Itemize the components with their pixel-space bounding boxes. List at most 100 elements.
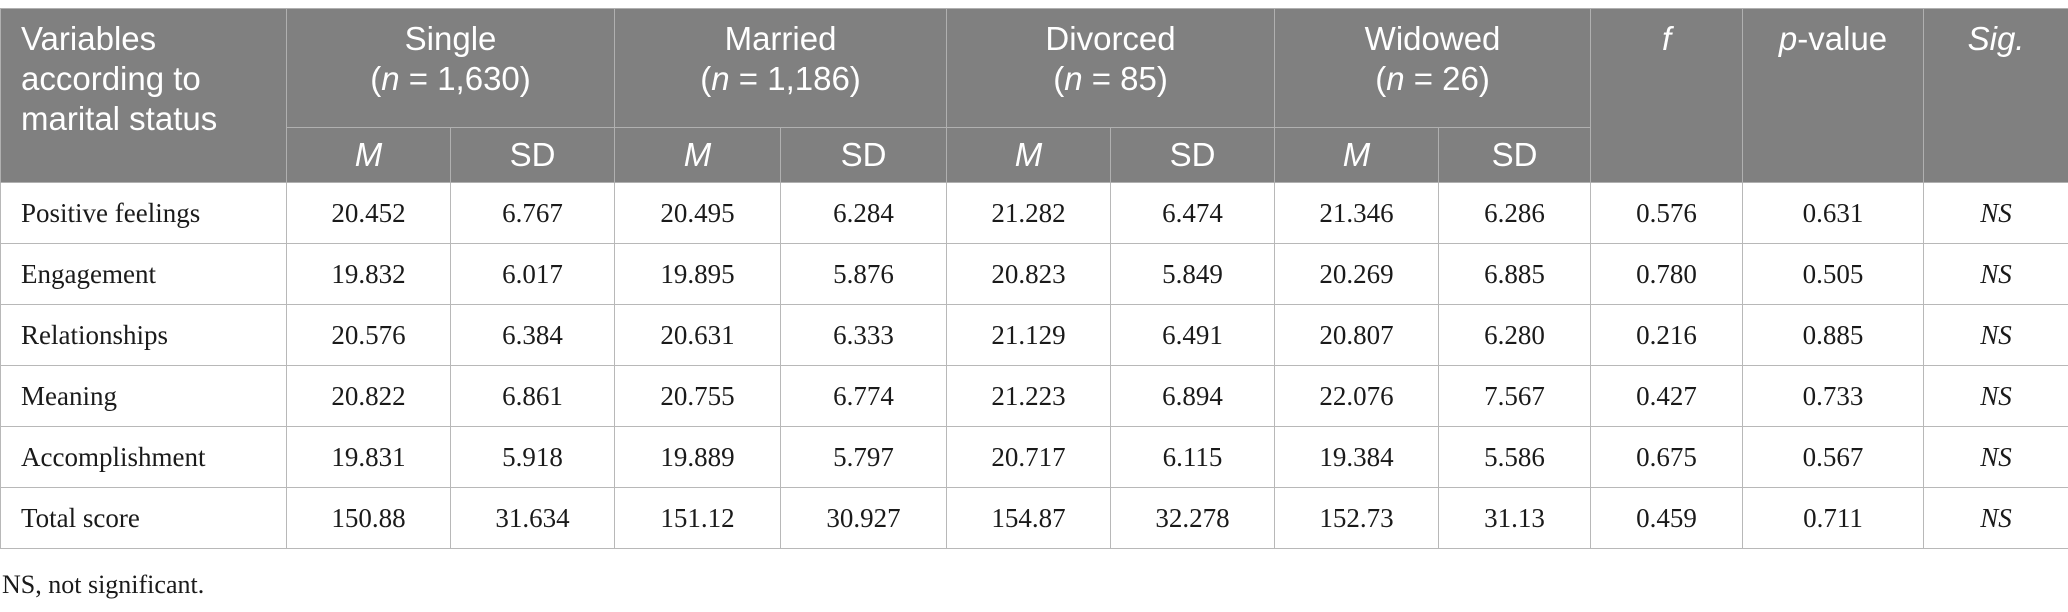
table-row: Accomplishment 19.831 5.918 19.889 5.797 20.7… (0, 426, 2068, 488)
group-name: Widowed (1364, 20, 1501, 57)
mean-header: M (946, 127, 1112, 183)
table-cell: 30.927 (780, 487, 948, 549)
table-cell: 21.129 (946, 304, 1112, 366)
p-value-header: p-value (1742, 8, 1925, 183)
table-cell: 0.631 (1742, 182, 1925, 244)
group-header-single: Single (n = 1,630) (285, 8, 616, 128)
group-n-value: = 26) (1404, 60, 1490, 97)
table-cell: 21.223 (946, 365, 1112, 427)
group-n-prefix: ( (700, 60, 712, 97)
mean-header: M (614, 127, 782, 183)
table-cell: 22.076 (1274, 365, 1440, 427)
table-cell: 6.861 (449, 365, 616, 427)
variables-header-line: marital status (21, 100, 218, 137)
group-n-value: = 1,630) (399, 60, 531, 97)
table-cell: 6.767 (449, 182, 616, 244)
table-cell: 20.807 (1274, 304, 1440, 366)
variables-header-line: Variables (21, 20, 157, 57)
table-cell: 20.822 (286, 365, 451, 427)
sig-header: Sig. (1923, 8, 2068, 183)
table-cell: 151.12 (614, 487, 782, 549)
table-cell: 6.384 (449, 304, 616, 366)
table-row: Total score 150.88 31.634 151.12 30.927 154.8… (0, 487, 2068, 549)
table-cell: 150.88 (286, 487, 451, 549)
group-name: Married (724, 20, 837, 57)
table-cell: 6.286 (1438, 182, 1592, 244)
sig-cell: NS (1923, 426, 2068, 488)
table-cell: 6.491 (1110, 304, 1276, 366)
row-label: Positive feelings (0, 182, 287, 244)
group-header-widowed: Widowed (n = 26) (1274, 8, 1592, 128)
table-cell: 6.017 (449, 243, 616, 305)
table-cell: 0.567 (1742, 426, 1925, 488)
table-cell: 6.333 (780, 304, 948, 366)
table-cell: 20.631 (614, 304, 782, 366)
row-label: Total score (0, 487, 287, 549)
table-cell: 5.849 (1110, 243, 1276, 305)
table-cell: 21.346 (1274, 182, 1440, 244)
table-cell: 31.634 (449, 487, 616, 549)
table-row: Relationships 20.576 6.384 20.631 6.333 21.12… (0, 304, 2068, 366)
group-n-prefix: ( (1053, 60, 1065, 97)
group-header-divorced: Divorced (n = 85) (946, 8, 1276, 128)
table-cell: 0.427 (1590, 365, 1744, 427)
table-cell: 6.774 (780, 365, 948, 427)
group-n-prefix: ( (1375, 60, 1387, 97)
table-cell: 20.495 (614, 182, 782, 244)
table-cell: 31.13 (1438, 487, 1592, 549)
table-cell: 19.889 (614, 426, 782, 488)
table-cell: 19.831 (286, 426, 451, 488)
table-cell: 6.284 (780, 182, 948, 244)
table-cell: 5.918 (449, 426, 616, 488)
table-cell: 19.832 (286, 243, 451, 305)
table-cell: 0.216 (1590, 304, 1744, 366)
table-cell: 19.384 (1274, 426, 1440, 488)
table-body: Positive feelings 20.452 6.767 20.495 6.284 2… (0, 182, 2068, 549)
group-n-value: = 1,186) (729, 60, 861, 97)
sig-cell: NS (1923, 365, 2068, 427)
table-cell: 6.894 (1110, 365, 1276, 427)
table-cell: 6.474 (1110, 182, 1276, 244)
table-cell: 0.733 (1742, 365, 1925, 427)
group-n-prefix: ( (370, 60, 382, 97)
table-cell: 20.576 (286, 304, 451, 366)
table-cell: 5.586 (1438, 426, 1592, 488)
table-cell: 20.452 (286, 182, 451, 244)
header-row-groups: Variables according to marital status Si… (0, 8, 2068, 183)
sig-cell: NS (1923, 182, 2068, 244)
sd-header: SD (449, 127, 616, 183)
group-n-symbol: n (1064, 60, 1083, 97)
sig-cell: NS (1923, 487, 2068, 549)
variables-header: Variables according to marital status (0, 8, 287, 183)
group-n-value: = 85) (1082, 60, 1168, 97)
mean-header: M (1274, 127, 1440, 183)
group-header-married: Married (n = 1,186) (614, 8, 948, 128)
group-name: Divorced (1045, 20, 1176, 57)
table-cell: 20.717 (946, 426, 1112, 488)
table-cell: 19.895 (614, 243, 782, 305)
table-cell: 0.711 (1742, 487, 1925, 549)
sig-cell: NS (1923, 243, 2068, 305)
sig-cell: NS (1923, 304, 2068, 366)
group-name: Single (404, 20, 497, 57)
table-cell: 5.797 (780, 426, 948, 488)
group-n-symbol: n (1386, 60, 1405, 97)
table-cell: 152.73 (1274, 487, 1440, 549)
footnote: NS, not significant. (2, 570, 205, 599)
row-label: Relationships (0, 304, 287, 366)
table-cell: 154.87 (946, 487, 1112, 549)
row-label: Accomplishment (0, 426, 287, 488)
table-cell: 0.780 (1590, 243, 1744, 305)
group-n-symbol: n (381, 60, 400, 97)
table-cell: 6.115 (1110, 426, 1276, 488)
mean-header: M (286, 127, 451, 183)
table-cell: 0.505 (1742, 243, 1925, 305)
p-suffix: -value (1797, 20, 1888, 57)
header-row-stats: M SD M SD M SD M SD (1, 127, 2068, 183)
table-cell: 5.876 (780, 243, 948, 305)
row-label: Meaning (0, 365, 287, 427)
table-cell: 20.823 (946, 243, 1112, 305)
table-cell: 6.280 (1438, 304, 1592, 366)
table-cell: 20.755 (614, 365, 782, 427)
table-cell: 0.459 (1590, 487, 1744, 549)
